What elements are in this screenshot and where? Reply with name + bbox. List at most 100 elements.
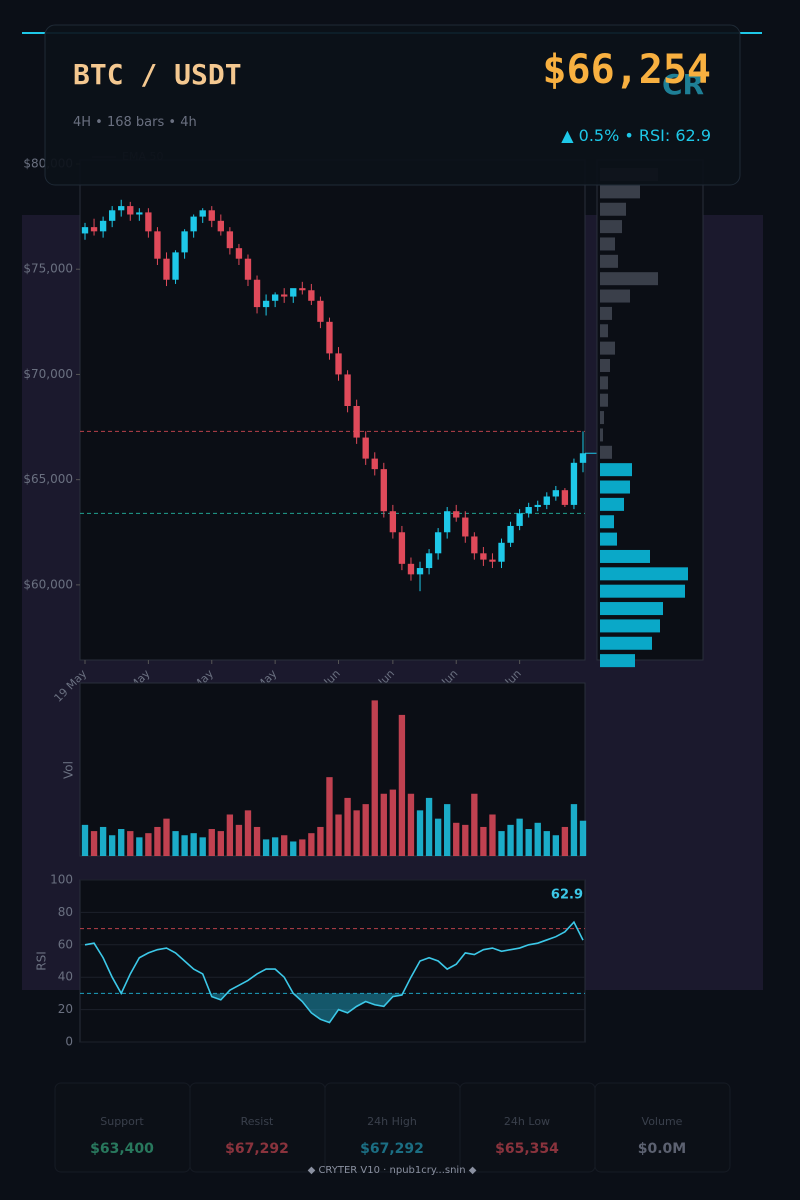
profile-bar <box>600 619 660 633</box>
price: $66,254 <box>542 47 711 93</box>
change: ▲ 0.5% • RSI: 62.9 <box>561 126 711 145</box>
volume-bar <box>299 839 306 856</box>
candle-body <box>579 453 587 463</box>
profile-bar <box>600 358 610 372</box>
meta-item: 168 bars <box>107 115 165 130</box>
candle-body <box>407 563 415 575</box>
profile-bar <box>600 220 622 234</box>
profile-bar <box>600 393 608 407</box>
candle-body <box>371 458 378 470</box>
volume-bar <box>136 837 143 856</box>
stat-value: $0.0M <box>638 1141 686 1157</box>
candle-body <box>290 288 297 297</box>
stat-label: Support <box>100 1115 144 1128</box>
volume-bar <box>145 833 152 856</box>
profile-bar <box>600 254 618 268</box>
logo: CR <box>662 68 704 101</box>
candle-body <box>163 258 170 280</box>
rsi-line <box>84 920 584 1024</box>
rsi-value-label: 62.9 <box>551 888 583 903</box>
meta: 4H • 168 bars • 4h <box>73 115 197 130</box>
profile-bar <box>600 411 604 425</box>
profile-bar <box>600 185 640 199</box>
stat-label: 24h Low <box>504 1115 550 1128</box>
profile-bar <box>600 497 624 511</box>
volume-bar <box>199 837 206 856</box>
profile-bar <box>600 341 615 355</box>
candle-body <box>434 532 442 554</box>
volume-bar <box>163 818 170 856</box>
meta-item: 4H <box>73 115 91 130</box>
profile-bar <box>600 515 614 529</box>
volume-bar <box>462 824 469 856</box>
volume-bar <box>244 810 252 856</box>
volume-bar <box>362 804 369 856</box>
volume-bar <box>344 797 351 856</box>
y-tick-label: 60 <box>58 937 73 951</box>
candle-body <box>217 220 224 232</box>
header-card <box>44 24 741 186</box>
volume-bar <box>534 822 541 856</box>
volume-bar <box>398 714 406 856</box>
stat-value: $65,354 <box>495 1141 559 1157</box>
candle-body <box>308 290 315 301</box>
candle-body <box>462 517 469 537</box>
volume-bar <box>181 835 188 856</box>
meta-item: 4h <box>180 115 197 130</box>
candle-body <box>208 210 215 221</box>
candle-body <box>244 258 252 280</box>
volume-bar <box>271 837 279 856</box>
profile-bar <box>600 636 652 650</box>
oversold-fill <box>210 993 403 1023</box>
candle-body <box>552 490 560 497</box>
volume-bar <box>226 814 234 856</box>
volume-bar <box>507 824 514 856</box>
volume-bar <box>480 826 487 856</box>
volume-bar <box>154 826 161 856</box>
stats: Support $63,400 Resist $67,292 24h High $67,2… <box>54 1082 731 1173</box>
volume-bar <box>353 810 360 856</box>
candle-body <box>389 511 397 533</box>
y-tick-label: 0 <box>65 1035 73 1049</box>
volume-bar <box>498 831 505 856</box>
candle-body <box>335 353 342 375</box>
stat-label: 24h High <box>367 1115 417 1128</box>
candle-body <box>380 469 387 512</box>
profile-bar <box>600 289 630 303</box>
volume-bar <box>262 839 270 856</box>
stat-value: $63,400 <box>90 1141 154 1157</box>
profile-bar <box>600 324 608 338</box>
candle-body <box>190 216 197 232</box>
candle-body <box>398 532 406 564</box>
change-value: ▲ 0.5% <box>561 126 619 145</box>
candle-body <box>453 511 460 518</box>
candle-body <box>271 294 279 301</box>
candle-body <box>108 210 116 221</box>
profile-bar <box>600 602 663 616</box>
stat-card <box>594 1082 731 1173</box>
volume-bar <box>108 835 116 856</box>
profile-bar <box>600 202 626 216</box>
volume-bar <box>208 829 215 856</box>
candle-body <box>570 462 578 505</box>
candle-body <box>480 553 487 560</box>
candle-body <box>90 227 98 232</box>
profile-bar <box>600 272 658 286</box>
candle-body <box>534 504 541 508</box>
candle-body <box>226 231 234 249</box>
volume-bar <box>99 826 107 856</box>
candle-body <box>344 374 351 407</box>
candle-body <box>498 542 505 562</box>
profile-bar <box>600 654 635 668</box>
candle-body <box>136 212 143 215</box>
candle-body <box>281 294 288 297</box>
stat-value: $67,292 <box>360 1141 424 1157</box>
volume-bar <box>326 777 333 856</box>
footer: ◆ CRYTER V10 · npub1cry...snin ◆ <box>308 1165 477 1176</box>
candle-body <box>81 227 89 234</box>
volume-bar <box>81 824 89 856</box>
y-axis-label: RSI <box>35 951 49 971</box>
